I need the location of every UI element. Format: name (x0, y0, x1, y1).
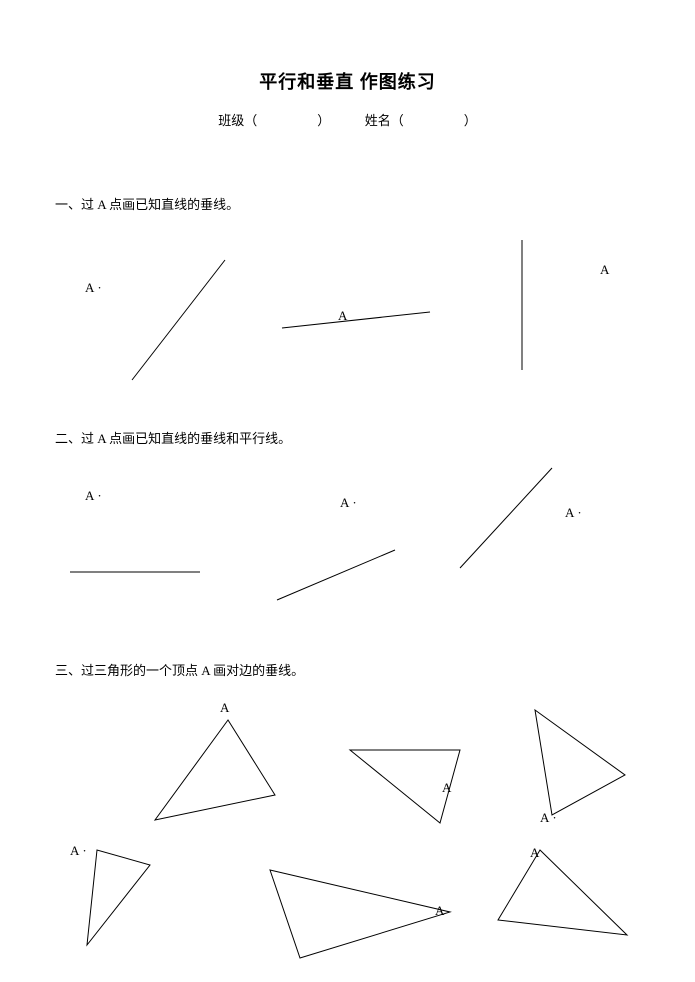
class-label: 班级（ (218, 113, 257, 128)
s3-point-a-2: A (442, 780, 451, 796)
name-close: ） (464, 113, 477, 128)
s3-triangle-4 (87, 850, 150, 945)
s2-line-2 (277, 550, 395, 600)
s3-triangle-1 (155, 720, 275, 820)
section-3-heading: 三、过三角形的一个顶点 A 画对边的垂线。 (55, 660, 304, 679)
s3-triangle-5 (270, 870, 450, 958)
section-1-figures: A A A (0, 230, 695, 395)
s2-point-a-2: A (340, 495, 357, 511)
section-3-figures: A A A A A A (0, 690, 695, 970)
section-2-svg (0, 450, 695, 620)
section-1-svg (0, 230, 695, 400)
header-fields: 班级（ ） 姓名（ ） (0, 110, 695, 129)
s3-point-a-4: A (70, 843, 87, 859)
s2-line-3 (460, 468, 552, 568)
s3-point-a-5: A (435, 903, 444, 919)
section-2-heading: 二、过 A 点画已知直线的垂线和平行线。 (55, 428, 291, 447)
class-close: ） (317, 113, 330, 128)
section-3-svg (0, 690, 695, 970)
s1-point-a-1: A (85, 280, 102, 296)
name-label: 姓名（ (365, 113, 404, 128)
section-1-heading: 一、过 A 点画已知直线的垂线。 (55, 194, 239, 213)
s1-point-a-3: A (600, 262, 609, 278)
page-title: 平行和垂直 作图练习 (0, 68, 695, 94)
s1-point-a-2: A (338, 308, 347, 324)
section-2-figures: A A A (0, 450, 695, 620)
s1-line-2 (282, 312, 430, 328)
s3-point-a-6: A (530, 845, 539, 861)
s3-triangle-3 (535, 710, 625, 815)
s2-point-a-1: A (85, 488, 102, 504)
s3-point-a-1: A (220, 700, 229, 716)
s3-triangle-6 (498, 850, 627, 935)
s1-line-1 (132, 260, 225, 380)
s3-point-a-3: A (540, 810, 557, 826)
s2-point-a-3: A (565, 505, 582, 521)
